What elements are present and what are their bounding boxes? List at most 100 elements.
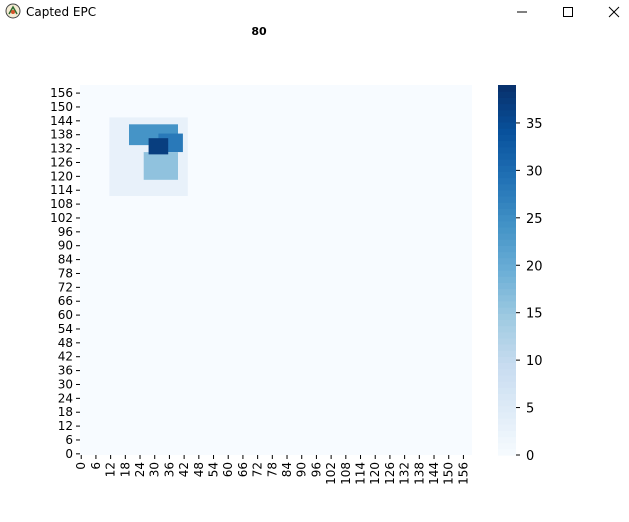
colorbar-segment [498,251,516,259]
y-tick-label: 42 [58,350,73,364]
colorbar-segment [498,245,516,253]
colorbar: 0 5 10 15 20 25 30 35 [498,85,543,464]
colorbar-segment [498,294,516,302]
colorbar-segment [498,448,516,456]
x-tick-label: 138 [412,462,426,485]
y-tick-label: 78 [58,266,73,280]
colorbar-segment [498,263,516,271]
heatmap-cell [148,138,169,155]
y-tick-label: 0 [65,447,73,461]
y-tick-label: 18 [58,405,73,419]
x-tick-label: 96 [309,462,323,477]
colorbar-segment [498,356,516,364]
x-tick-label: 36 [162,462,176,477]
x-tick-label: 42 [177,462,191,477]
colorbar-segment [498,109,516,117]
x-tick-label: 60 [221,462,235,477]
x-tick-label: 54 [207,462,221,477]
y-tick-label: 48 [58,336,73,350]
colorbar-segment [498,288,516,296]
x-tick-label: 24 [133,462,147,477]
x-tick-label: 114 [354,462,368,485]
x-tick-label: 78 [265,462,279,477]
x-tick-label: 102 [324,462,338,485]
x-tick-label: 150 [442,462,456,485]
minimize-button[interactable] [499,0,545,24]
colorbar-segment [498,436,516,444]
window-titlebar: Capted EPC [0,0,629,24]
colorbar-segment [498,337,516,345]
colorbar-segment [498,140,516,148]
x-tick-label: 132 [398,462,412,485]
app-logo-icon [5,3,21,19]
colorbar-segment [498,115,516,123]
y-tick-label: 60 [58,308,73,322]
y-tick-label: 126 [50,155,73,169]
x-tick-label: 72 [251,462,265,477]
colorbar-segment [498,313,516,320]
colorbar-segment [498,319,516,327]
colorbar-segment [498,233,516,240]
colorbar-segment [498,362,516,370]
colorbar-segment [498,171,516,179]
colorbar-segment [498,128,516,135]
colorbar-segment [498,430,516,438]
x-tick-label: 84 [280,462,294,477]
x-tick-label: 126 [383,462,397,485]
colorbar-segment [498,424,516,431]
colorbar-segment [498,368,516,376]
colorbar-segment [498,122,516,129]
colorbar-tick-label: 10 [526,354,543,369]
x-tick-label: 0 [74,462,88,470]
colorbar-segment [498,97,516,105]
colorbar-segment [498,442,516,450]
minimize-icon [517,11,527,13]
colorbar-tick-label: 5 [526,402,534,417]
y-tick-label: 54 [58,322,73,336]
x-tick-label: 66 [236,462,250,477]
y-tick-label: 24 [58,391,73,405]
colorbar-tick-label: 20 [526,259,543,274]
colorbar-tick-label: 15 [526,307,543,322]
colorbar-segment [498,146,516,154]
x-tick-label: 90 [295,462,309,477]
colorbar-segment [498,152,516,160]
y-tick-label: 36 [58,364,73,378]
colorbar-tick-label: 35 [526,117,543,132]
close-button[interactable] [591,0,629,24]
colorbar-segment [498,196,516,203]
y-tick-label: 72 [58,280,73,294]
colorbar-segment [498,411,516,419]
colorbar-segment [498,177,516,185]
x-tick-label: 12 [104,462,118,477]
colorbar-segment [498,418,516,425]
colorbar-segment [498,189,516,197]
colorbar-segment [498,344,516,351]
colorbar-tick-label: 0 [526,449,534,464]
colorbar-segment [498,405,516,413]
maximize-button[interactable] [545,0,591,24]
colorbar-segment [498,165,516,172]
y-tick-label: 156 [50,86,73,100]
y-tick-label: 114 [50,183,73,197]
colorbar-segment [498,300,516,308]
colorbar-segment [498,220,516,228]
colorbar-segment [498,325,516,333]
x-tick-label: 144 [427,462,441,485]
y-tick-label: 66 [58,294,73,308]
colorbar-segment [498,134,516,142]
y-tick-label: 84 [58,253,73,267]
x-tick-label: 48 [192,462,206,477]
chart-title: 80 [251,25,267,38]
y-tick-label: 108 [50,197,73,211]
colorbar-segment [498,214,516,222]
colorbar-segment [498,331,516,339]
y-tick-label: 144 [50,114,73,128]
x-tick-label: 6 [89,462,103,470]
colorbar-segment [498,393,516,401]
y-tick-label: 138 [50,128,73,142]
maximize-icon [563,7,573,17]
y-tick-label: 6 [65,433,73,447]
x-tick-label: 156 [456,462,470,485]
